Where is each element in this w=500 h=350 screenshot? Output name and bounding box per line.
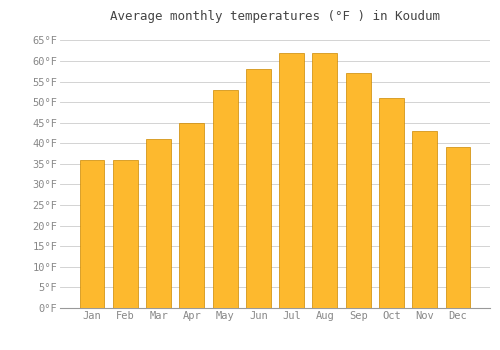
Bar	[279, 53, 304, 308]
Bar	[113, 160, 138, 308]
Bar	[346, 73, 370, 308]
Title: Average monthly temperatures (°F ) in Koudum: Average monthly temperatures (°F ) in Ko…	[110, 10, 440, 23]
Bar	[312, 53, 338, 308]
Bar	[212, 90, 238, 308]
Bar	[446, 147, 470, 308]
Bar	[180, 123, 204, 308]
Bar	[412, 131, 437, 308]
Bar	[246, 69, 271, 308]
Bar	[379, 98, 404, 308]
Bar	[80, 160, 104, 308]
Bar	[146, 139, 171, 308]
